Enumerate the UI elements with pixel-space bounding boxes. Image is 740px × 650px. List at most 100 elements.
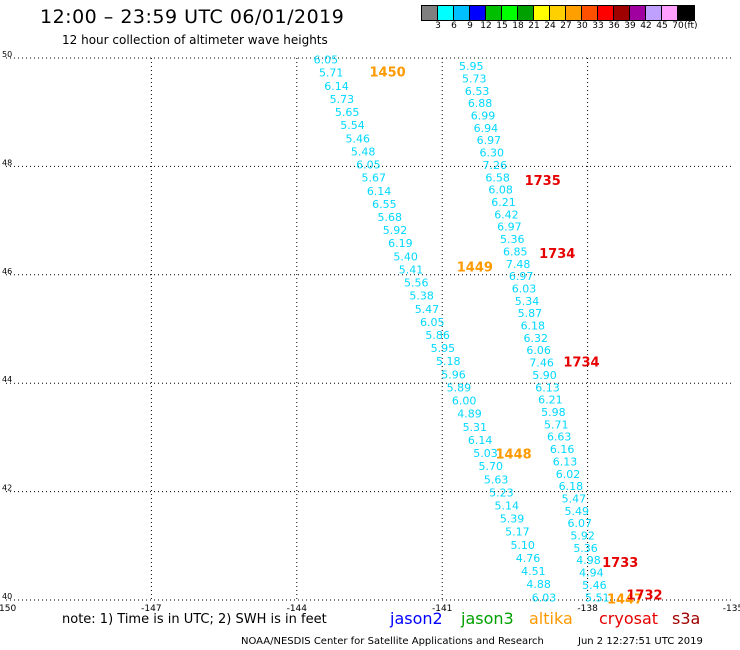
wave-height-label: 6.97 (497, 221, 522, 234)
wave-height-label: 5.17 (505, 526, 530, 539)
wave-height-label: 5.96 (441, 368, 466, 381)
wave-height-label: 6.42 (494, 208, 519, 221)
wave-height-label: 5.47 (562, 492, 587, 505)
wave-height-label: 5.98 (541, 406, 566, 419)
lon-tick-label: -141 (432, 604, 452, 614)
wave-height-label: 6.07 (567, 517, 592, 530)
color-swatch (678, 6, 694, 20)
lat-tick-label: 46 (2, 267, 12, 276)
wave-height-label: 6.85 (503, 245, 528, 258)
wave-height-label: 6.13 (553, 455, 578, 468)
color-scale-unit: (ft) (684, 21, 698, 31)
color-swatch (582, 6, 598, 20)
wave-height-label: 7.46 (529, 357, 554, 370)
wave-height-label: 4.88 (526, 578, 551, 591)
wave-height-label: 6.05 (420, 316, 445, 329)
color-swatch (518, 6, 534, 20)
color-scale-label: 39 (624, 21, 636, 31)
color-swatch (566, 6, 582, 20)
wave-height-label: 4.89 (457, 408, 482, 421)
wave-height-label: 5.73 (462, 72, 487, 85)
lon-tick-label: -135 (723, 604, 740, 614)
wave-height-label: 6.05 (356, 159, 381, 172)
wave-height-label: 5.23 (489, 486, 514, 499)
wave-height-label: 5.41 (399, 263, 424, 276)
color-swatch (534, 6, 550, 20)
color-swatch (630, 6, 646, 20)
wave-height-label: 5.54 (340, 119, 365, 132)
lat-tick-label: 44 (2, 375, 12, 384)
pass-time-label: 1448 (496, 448, 532, 463)
wave-height-label: 6.32 (524, 332, 549, 345)
wave-height-label: 6.21 (491, 196, 516, 209)
legend-item-s3a: s3a (672, 609, 701, 628)
color-scale-label: 42 (640, 21, 652, 31)
color-scale-label: 45 (656, 21, 668, 31)
wave-height-label: 4.76 (516, 552, 541, 565)
color-swatch (486, 6, 502, 20)
color-swatch (422, 6, 438, 20)
color-scale-label: 6 (451, 21, 457, 31)
page-subtitle: 12 hour collection of altimeter wave hei… (62, 33, 328, 47)
wave-height-label: 6.05 (314, 54, 339, 67)
color-swatch (470, 6, 486, 20)
wave-height-label: 5.95 (431, 342, 456, 355)
wave-height-label: 5.46 (346, 132, 371, 145)
wave-height-label: 6.18 (559, 480, 584, 493)
pass-time-label: 1735 (525, 174, 561, 189)
wave-height-label: 5.90 (532, 369, 557, 382)
color-scale-bar (421, 5, 695, 21)
color-scale-label: 21 (528, 21, 540, 31)
color-swatch (550, 6, 566, 20)
wave-height-label: 6.30 (480, 147, 505, 160)
wave-height-label: 6.97 (477, 134, 502, 147)
wave-height-label: 6.13 (535, 381, 560, 394)
wave-height-label: 5.47 (415, 303, 440, 316)
pass-time-label: 1734 (539, 247, 575, 262)
wave-height-label: 7.26 (482, 159, 507, 172)
credit-text: NOAA/NESDIS Center for Satellite Applica… (241, 636, 544, 647)
footer-note: note: 1) Time is in UTC; 2) SWH is in fe… (62, 612, 327, 627)
wave-height-label: 5.95 (459, 60, 484, 73)
wave-height-label: 5.36 (573, 542, 598, 555)
wave-height-label: 5.87 (518, 307, 543, 320)
wave-height-label: 5.70 (479, 460, 504, 473)
wave-height-label: 7.48 (506, 258, 531, 271)
wave-height-label: 6.94 (474, 122, 499, 135)
page-title: 12:00 – 23:59 UTC 06/01/2019 (40, 6, 345, 28)
wave-height-label: 6.08 (488, 184, 513, 197)
pass-time-label: 1732 (626, 589, 662, 604)
color-scale-label: 30 (576, 21, 588, 31)
color-swatch (502, 6, 518, 20)
wave-height-label: 6.53 (465, 85, 490, 98)
legend-item-cryosat: cryosat (599, 609, 659, 628)
wave-height-label: 5.65 (335, 106, 360, 119)
color-scale-label: 9 (467, 21, 473, 31)
lon-tick-label: -147 (141, 604, 161, 614)
wave-height-label: 5.63 (484, 473, 509, 486)
wave-height-label: 5.49 (565, 505, 590, 518)
color-scale-label: 18 (512, 21, 524, 31)
wave-height-label: 6.55 (372, 198, 397, 211)
wave-height-label: 4.98 (576, 554, 601, 567)
color-scale-label: 36 (608, 21, 620, 31)
color-swatch (646, 6, 662, 20)
pass-time-label: 1450 (370, 66, 406, 81)
wave-height-label: 6.14 (367, 185, 392, 198)
color-scale-label: 70 (672, 21, 684, 31)
legend-item-jason3: jason3 (461, 609, 514, 628)
lon-tick-label: -150 (0, 604, 16, 614)
wave-height-label: 5.71 (319, 67, 344, 80)
pass-time-label: 1447 (607, 592, 643, 607)
wave-height-label: 6.99 (471, 110, 496, 123)
lat-tick-label: 42 (2, 484, 12, 493)
wave-height-label: 6.16 (550, 443, 575, 456)
wave-height-label: 6.06 (526, 344, 551, 357)
lon-tick-label: -138 (577, 604, 598, 614)
wave-height-label: 5.68 (377, 211, 402, 224)
lat-tick-label: 50 (2, 50, 12, 59)
wave-height-label: 6.97 (509, 270, 534, 283)
pass-time-label: 1733 (602, 556, 638, 571)
wave-height-label: 5.10 (510, 539, 535, 552)
legend-item-altika: altika (529, 609, 573, 628)
